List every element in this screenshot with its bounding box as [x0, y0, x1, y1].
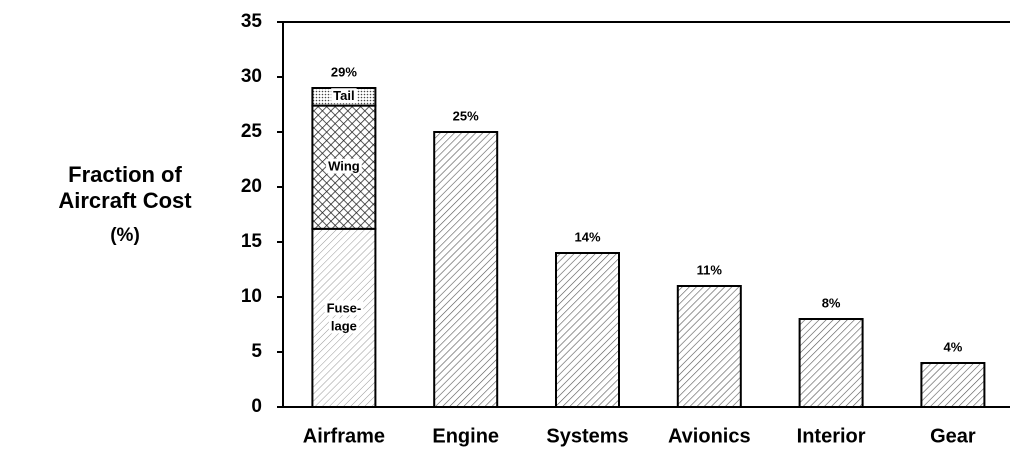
y-tick-label: 5 — [251, 341, 262, 362]
segment-label-bg — [331, 88, 357, 104]
value-label: 25% — [453, 108, 479, 123]
y-axis-label: (%) — [110, 225, 140, 246]
y-tick-label: 25 — [241, 121, 263, 142]
x-tick-label: Gear — [930, 425, 976, 447]
bar — [433, 131, 499, 408]
y-tick-label: 35 — [241, 11, 263, 32]
y-tick-label: 30 — [241, 66, 262, 87]
segment-label-bg — [326, 158, 362, 174]
y-tick-label: 20 — [241, 176, 262, 197]
x-tick-label: Airframe — [303, 425, 385, 447]
value-label: 14% — [574, 229, 600, 244]
value-label: 29% — [331, 64, 357, 79]
y-axis-label: Aircraft Cost — [58, 188, 192, 213]
x-tick-label: Interior — [797, 425, 866, 447]
x-tick-label: Engine — [432, 425, 499, 447]
segment-label: Tail — [333, 88, 354, 103]
y-axis-label: Fraction of — [68, 162, 182, 187]
bar — [555, 252, 620, 408]
segment-label-bg — [324, 300, 364, 316]
y-tick-label: 10 — [241, 286, 262, 307]
bar — [920, 362, 986, 408]
y-tick-label: 15 — [241, 231, 263, 252]
bar — [798, 318, 864, 408]
bar — [676, 285, 742, 408]
x-tick-label: Avionics — [668, 425, 751, 447]
value-label: 8% — [822, 295, 841, 310]
value-label: 4% — [944, 339, 963, 354]
y-tick-label: 0 — [251, 396, 262, 417]
bar-segment — [311, 227, 377, 408]
segment-label: Wing — [328, 159, 360, 174]
segment-label: lage — [331, 318, 357, 333]
segment-label: Fuse- — [327, 300, 362, 315]
value-label: 11% — [697, 262, 723, 277]
x-tick-label: Systems — [546, 425, 628, 447]
segment-label-bg — [328, 318, 359, 334]
